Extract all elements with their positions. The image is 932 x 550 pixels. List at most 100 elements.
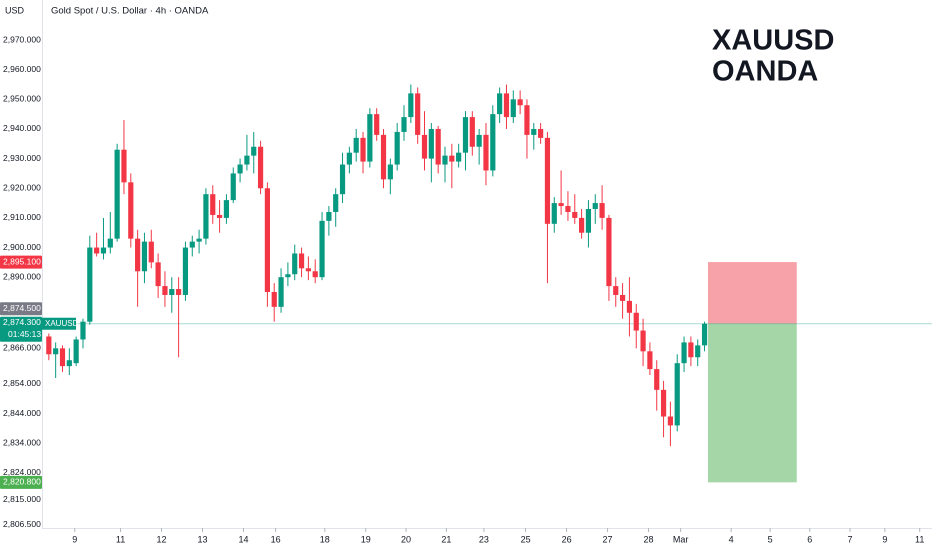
candle-body xyxy=(538,128,544,138)
y-tick-label: 2,910.000 xyxy=(3,212,41,222)
candle-body xyxy=(339,164,346,195)
candle-body xyxy=(333,194,339,212)
candle-body xyxy=(189,241,195,248)
y-tick-label: 2,940.000 xyxy=(3,123,41,133)
candle-body xyxy=(292,253,298,275)
last-price-label: 2,874.300 xyxy=(3,317,41,327)
candle-body xyxy=(230,173,236,201)
candle-body xyxy=(305,268,311,272)
candle-body xyxy=(531,128,537,135)
price-label: 2,874.500 xyxy=(3,303,41,313)
candle-body xyxy=(579,217,585,233)
y-tick-label: 2,806.500 xyxy=(3,519,41,529)
y-tick-label: 2,866.000 xyxy=(3,343,41,353)
candle-body xyxy=(695,345,701,358)
candle-body xyxy=(114,149,120,239)
x-tick-label: 14 xyxy=(238,534,248,544)
symbol-label: XAUUSD xyxy=(45,319,79,328)
candle-body xyxy=(449,155,455,162)
candle-body xyxy=(497,93,503,115)
candle-body xyxy=(681,342,687,364)
x-tick-label: 19 xyxy=(361,534,371,544)
candle-body xyxy=(619,294,626,301)
candle-body xyxy=(66,360,72,367)
candle-body xyxy=(46,336,52,355)
y-tick-label: 2,844.000 xyxy=(3,408,41,418)
candle-body xyxy=(298,253,305,269)
x-tick-label: Mar xyxy=(673,534,689,544)
candle-body xyxy=(408,93,414,118)
x-tick-label: 27 xyxy=(603,534,613,544)
candle-body xyxy=(688,342,694,358)
candle-body xyxy=(558,203,564,207)
candle-body xyxy=(107,238,113,248)
y-tick-label: 2,950.000 xyxy=(3,94,41,104)
candle-body xyxy=(483,134,489,171)
candle-body xyxy=(135,238,141,272)
y-tick-label: 2,960.000 xyxy=(3,64,41,74)
candle-body xyxy=(148,241,154,263)
candle-body xyxy=(510,99,516,118)
y-tick-label: 2,900.000 xyxy=(3,242,41,252)
candle-body xyxy=(428,128,434,159)
y-tick-label: 2,834.000 xyxy=(3,437,41,447)
x-tick-label: 7 xyxy=(848,534,853,544)
candle-body xyxy=(216,214,223,218)
candle-body xyxy=(141,241,148,272)
y-tick-label: 2,920.000 xyxy=(3,183,41,193)
candle-body xyxy=(353,137,359,153)
stop-zone xyxy=(707,262,797,324)
candle-body xyxy=(203,194,209,239)
candle-body xyxy=(394,131,400,165)
countdown-label: 01:45:13 xyxy=(8,329,41,339)
x-tick-label: 28 xyxy=(644,534,654,544)
candle-body xyxy=(667,416,673,426)
currency: USD xyxy=(5,5,25,15)
candle-body xyxy=(319,220,325,278)
candle-body xyxy=(674,363,680,426)
candle-body xyxy=(244,155,250,165)
y-tick-label: 2,815.000 xyxy=(3,494,41,504)
candle-body xyxy=(606,217,612,287)
candle-body xyxy=(435,128,441,165)
candle-body xyxy=(469,117,475,147)
x-tick-label: 4 xyxy=(729,534,734,544)
candle-body xyxy=(544,137,551,224)
candle-body xyxy=(346,152,352,165)
candle-body xyxy=(565,206,571,212)
x-tick-label: 20 xyxy=(401,534,411,544)
y-tick-label: 2,970.000 xyxy=(3,34,41,44)
candle-body xyxy=(633,312,639,331)
chart-title: Gold Spot / U.S. Dollar · 4h · OANDA xyxy=(51,6,209,17)
candle-body xyxy=(53,348,59,355)
candle-body xyxy=(421,134,428,159)
x-tick-label: 11 xyxy=(116,534,125,544)
watermark: XAUUSD xyxy=(712,25,834,57)
x-tick-label: 6 xyxy=(807,534,812,544)
candle-body xyxy=(367,114,373,162)
candle-body xyxy=(251,146,257,156)
x-tick-label: 18 xyxy=(320,534,330,544)
x-tick-label: 12 xyxy=(157,534,167,544)
candle-body xyxy=(647,351,653,370)
candle-body xyxy=(121,149,127,183)
candle-body xyxy=(476,134,482,147)
candle-body xyxy=(196,238,202,242)
target-zone xyxy=(707,323,797,483)
candle-body xyxy=(257,146,264,189)
candle-body xyxy=(415,93,421,135)
price-label-badge xyxy=(0,255,42,269)
candle-body xyxy=(155,262,161,287)
candle-body xyxy=(599,203,605,218)
candle-body xyxy=(551,203,557,224)
candle-body xyxy=(360,137,366,162)
candle-body xyxy=(490,114,496,171)
candle-body xyxy=(442,155,448,165)
x-tick-label: 11 xyxy=(915,534,924,544)
price-label: 2,820.800 xyxy=(3,477,41,487)
x-tick-label: 13 xyxy=(198,534,208,544)
candle-body xyxy=(94,247,100,254)
candle-body xyxy=(401,117,407,132)
candle-body xyxy=(73,339,79,364)
